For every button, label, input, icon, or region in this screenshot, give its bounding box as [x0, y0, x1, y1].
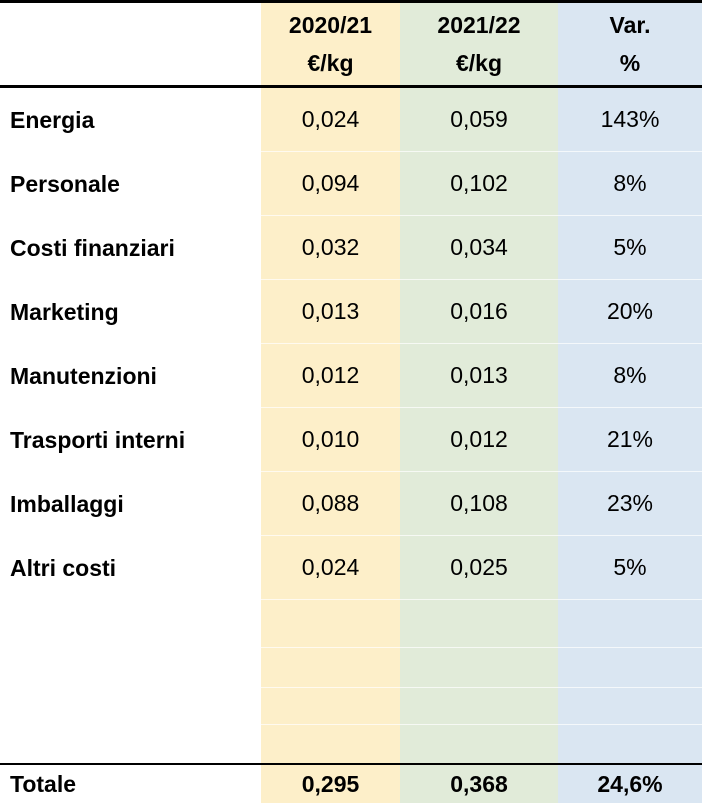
total-cell-var: 24,6%: [558, 765, 702, 803]
column-header-2021-22: 2021/22 €/kg: [400, 3, 558, 85]
cell-2021-22: 0,013: [400, 344, 558, 408]
table-row-marketing: Marketing 0,013 0,016 20%: [0, 280, 702, 344]
total-cell-2021-22: 0,368: [400, 765, 558, 803]
row-label: Marketing: [10, 298, 119, 325]
column-header-2021-22-line1: 2021/22: [437, 12, 521, 38]
cell-2020-21: 0,094: [261, 152, 400, 216]
column-header-var-line2: %: [619, 50, 641, 76]
row-label: Imballaggi: [10, 490, 124, 517]
cell-2021-22: 0,108: [400, 472, 558, 536]
row-label: Personale: [10, 170, 120, 197]
cell-var: 23%: [558, 472, 702, 536]
table-row-personale: Personale 0,094 0,102 8%: [0, 152, 702, 216]
table-row-altri-costi: Altri costi 0,024 0,025 5%: [0, 536, 702, 600]
column-header-2020-21-line2: €/kg: [307, 50, 354, 76]
cell-2021-22: 0,102: [400, 152, 558, 216]
empty-row: [0, 688, 702, 725]
table-row-manutenzioni: Manutenzioni 0,012 0,013 8%: [0, 344, 702, 408]
cell-var: 5%: [558, 536, 702, 600]
table-row-energia: Energia 0,024 0,059 143%: [0, 88, 702, 152]
cell-2020-21: 0,010: [261, 408, 400, 472]
empty-row: [0, 600, 702, 648]
cell-2020-21: 0,012: [261, 344, 400, 408]
header-empty-cell: [0, 3, 261, 85]
row-label: Altri costi: [10, 554, 117, 581]
empty-row: [0, 648, 702, 688]
row-label: Manutenzioni: [10, 362, 157, 389]
cell-var: 5%: [558, 216, 702, 280]
cell-2020-21: 0,013: [261, 280, 400, 344]
column-header-2021-22-line2: €/kg: [455, 50, 503, 76]
cell-2020-21: 0,032: [261, 216, 400, 280]
total-cell-2020-21: 0,295: [261, 765, 400, 803]
cell-2020-21: 0,024: [261, 88, 400, 152]
column-header-2020-21-line1: 2020/21: [288, 12, 373, 38]
cell-var: 20%: [558, 280, 702, 344]
cell-var: 21%: [558, 408, 702, 472]
cell-var: 8%: [558, 152, 702, 216]
cell-2021-22: 0,025: [400, 536, 558, 600]
cell-var: 8%: [558, 344, 702, 408]
column-header-2020-21: 2020/21 €/kg: [261, 3, 400, 85]
cell-2020-21: 0,024: [261, 536, 400, 600]
row-label: Trasporti interni: [10, 426, 186, 453]
total-label: Totale: [10, 770, 77, 797]
row-label: Costi finanziari: [10, 234, 175, 261]
row-label: Energia: [10, 106, 95, 133]
cell-2021-22: 0,034: [400, 216, 558, 280]
cell-2020-21: 0,088: [261, 472, 400, 536]
table-row-costi-finanziari: Costi finanziari 0,032 0,034 5%: [0, 216, 702, 280]
column-header-var-line1: Var.: [609, 12, 651, 38]
table-total-row: Totale 0,295 0,368 24,6%: [0, 763, 702, 803]
cell-var: 143%: [558, 88, 702, 152]
cell-2021-22: 0,012: [400, 408, 558, 472]
empty-row: [0, 725, 702, 763]
table-header-row: 2020/21 €/kg 2021/22 €/kg Var. %: [0, 0, 702, 88]
table-row-imballaggi: Imballaggi 0,088 0,108 23%: [0, 472, 702, 536]
cell-2021-22: 0,059: [400, 88, 558, 152]
cell-2021-22: 0,016: [400, 280, 558, 344]
table-row-trasporti-interni: Trasporti interni 0,010 0,012 21%: [0, 408, 702, 472]
column-header-var: Var. %: [558, 3, 702, 85]
